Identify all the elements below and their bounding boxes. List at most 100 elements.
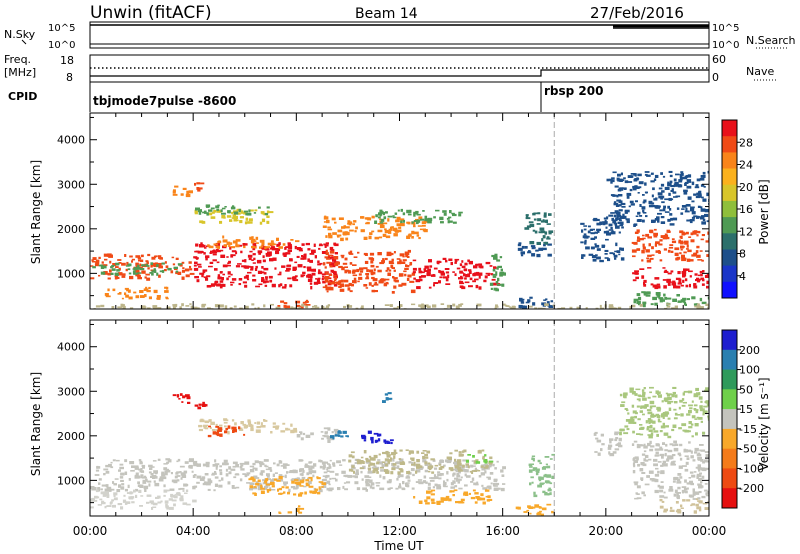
power-echo-cell: [392, 215, 395, 217]
power-echo-cell: [420, 218, 425, 221]
velocity-echo-cell: [660, 425, 666, 429]
velocity-colorbar-tick-label: 50: [739, 383, 753, 396]
velocity-echo-cell: [354, 481, 359, 485]
power-echo-cell: [392, 216, 397, 219]
power-echo-cell: [701, 259, 704, 262]
power-echo-cell: [137, 277, 142, 280]
velocity-echo-cell: [192, 460, 198, 464]
velocity-echo-cell: [698, 485, 703, 489]
velocity-echo-cell: [704, 483, 708, 485]
velocity-echo-cell: [446, 460, 452, 464]
velocity-echo-cell: [252, 487, 258, 490]
power-echo-cell: [262, 255, 265, 259]
power-echo-region: [606, 170, 709, 227]
power-echo-cell: [684, 278, 688, 282]
power-echo-cell: [594, 236, 597, 239]
power-echo-cell: [380, 222, 384, 226]
cpid-label: CPID: [8, 90, 37, 103]
velocity-echo-cell: [632, 430, 635, 434]
velocity-echo-cell: [536, 468, 540, 471]
velocity-echo-cell: [466, 475, 471, 478]
power-echo-cell: [525, 214, 529, 218]
power-echo-cell: [98, 274, 101, 277]
power-echo-cell: [639, 204, 642, 207]
velocity-echo-cell: [472, 465, 476, 467]
freq-strip: Freq. [MHz] 18 8 60 0 Nave: [4, 53, 776, 84]
power-echo-cell: [411, 236, 414, 239]
velocity-echo-cell: [388, 479, 392, 483]
velocity-echo-cell: [104, 491, 109, 495]
velocity-echo-cell: [495, 482, 500, 486]
velocity-echo-cell: [415, 469, 421, 473]
velocity-echo-cell: [143, 485, 149, 490]
velocity-echo-cell: [199, 477, 205, 481]
velocity-echo-cell: [181, 401, 184, 403]
power-echo-cell: [536, 241, 541, 245]
power-echo-cell: [520, 301, 525, 304]
velocity-echo-cell: [312, 490, 318, 494]
velocity-echo-cell: [637, 444, 643, 447]
velocity-echo-cell: [692, 494, 696, 496]
power-echo-cell: [418, 216, 423, 220]
power-echo-cell: [210, 216, 216, 219]
velocity-echo-cell: [702, 460, 705, 464]
power-echo-cell: [246, 221, 250, 224]
velocity-echo-cell: [121, 483, 125, 486]
power-echo-cell: [352, 274, 358, 277]
power-echo-cell: [524, 246, 528, 249]
power-echo-cell: [378, 212, 383, 216]
power-echo-cell: [639, 303, 643, 307]
power-echo-cell: [339, 280, 344, 283]
power-echo-cell: [631, 249, 637, 253]
power-echo-cell: [659, 259, 663, 262]
power-echo-cell: [496, 283, 502, 286]
velocity-echo-cell: [399, 474, 404, 478]
velocity-echo-cell: [696, 392, 700, 396]
power-echo-cell: [672, 217, 678, 221]
velocity-echo-cell: [131, 465, 135, 468]
velocity-echo-cell: [357, 460, 362, 465]
power-echo-cell: [621, 247, 624, 251]
power-echo-cell: [325, 242, 329, 245]
power-echo-cell: [252, 274, 256, 277]
power-echo-cell: [428, 259, 432, 263]
velocity-echo-cell: [660, 470, 665, 473]
velocity-echo-cell: [248, 421, 252, 425]
velocity-echo-cell: [686, 457, 690, 460]
velocity-echo-cell: [124, 488, 128, 492]
velocity-echo-cell: [188, 465, 191, 468]
power-echo-region: [517, 242, 552, 258]
velocity-echo-cell: [465, 465, 468, 468]
nsky-tick-top: 10^5: [48, 23, 75, 34]
power-echo-cell: [646, 174, 651, 177]
velocity-echo-cell: [638, 398, 641, 402]
velocity-echo-cell: [214, 483, 218, 487]
velocity-echo-cell: [239, 478, 243, 482]
velocity-echo-cell: [462, 464, 465, 468]
power-echo-cell: [418, 237, 421, 240]
velocity-echo-cell: [653, 458, 658, 462]
power-echo-cell: [696, 178, 701, 182]
power-echo-cell: [377, 229, 383, 233]
velocity-echo-cell: [439, 473, 444, 476]
power-echo-cell: [654, 277, 660, 280]
power-echo-cell: [375, 214, 378, 218]
power-echo-cell: [614, 257, 617, 260]
velocity-echo-cell: [130, 496, 134, 500]
power-echo-cell: [646, 291, 650, 294]
power-echo-cell: [416, 219, 421, 223]
velocity-echo-cell: [489, 464, 492, 468]
power-echo-region: [93, 303, 709, 309]
velocity-echo-cell: [170, 472, 173, 475]
velocity-echo-cell: [620, 404, 625, 407]
velocity-echo-cell: [291, 480, 295, 484]
velocity-ytick-label: 1000: [57, 474, 85, 487]
velocity-echo-cell: [450, 486, 455, 489]
velocity-echo-cell: [614, 438, 618, 442]
power-echo-cell: [700, 238, 704, 241]
power-echo-cell: [142, 306, 147, 309]
power-echo-cell: [151, 256, 156, 260]
power-echo-cell: [260, 211, 265, 214]
power-echo-cell: [583, 233, 587, 236]
power-echo-cell: [322, 280, 326, 284]
